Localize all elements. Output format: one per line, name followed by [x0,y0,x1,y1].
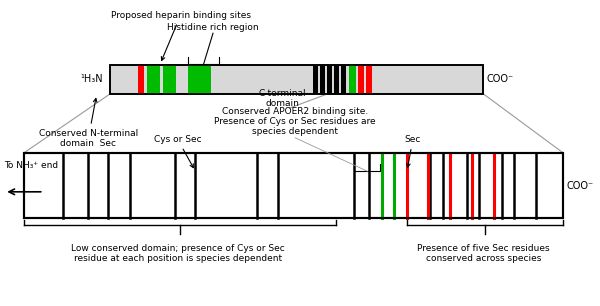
Bar [320,65,325,94]
Text: Sec: Sec [404,135,421,167]
Text: Low conserved domain; presence of Cys or Sec
residue at each position is species: Low conserved domain; presence of Cys or… [71,244,284,263]
Bar [358,65,364,94]
Text: COO⁻: COO⁻ [567,181,594,191]
Bar [138,65,144,94]
Text: Conserved N-terminal
domain  Sec: Conserved N-terminal domain Sec [39,99,138,148]
Bar [188,65,211,94]
Bar [147,65,160,94]
Bar [163,65,176,94]
Bar [110,65,484,94]
Bar [313,65,318,94]
Bar [366,65,371,94]
Bar [24,153,563,218]
Text: Cys or Sec: Cys or Sec [154,135,202,168]
Bar [327,65,332,94]
Text: Conserved APOER2 binding site.
Presence of Cys or Sec residues are
species depen: Conserved APOER2 binding site. Presence … [214,106,376,136]
Bar [341,65,346,94]
Text: Presence of five Sec residues
conserved across species: Presence of five Sec residues conserved … [417,244,550,263]
Bar [334,65,340,94]
Text: Proposed heparin binding sites: Proposed heparin binding sites [110,11,251,61]
Text: C-terminal
domain: C-terminal domain [259,89,306,108]
Text: To NH₃⁺ end: To NH₃⁺ end [4,161,58,170]
Text: ¹H₃N: ¹H₃N [80,74,103,84]
Bar [24,153,563,218]
Text: COO⁻: COO⁻ [486,74,514,84]
Text: Histidine rich region: Histidine rich region [167,23,259,32]
Bar [349,65,356,94]
Bar [110,65,484,94]
